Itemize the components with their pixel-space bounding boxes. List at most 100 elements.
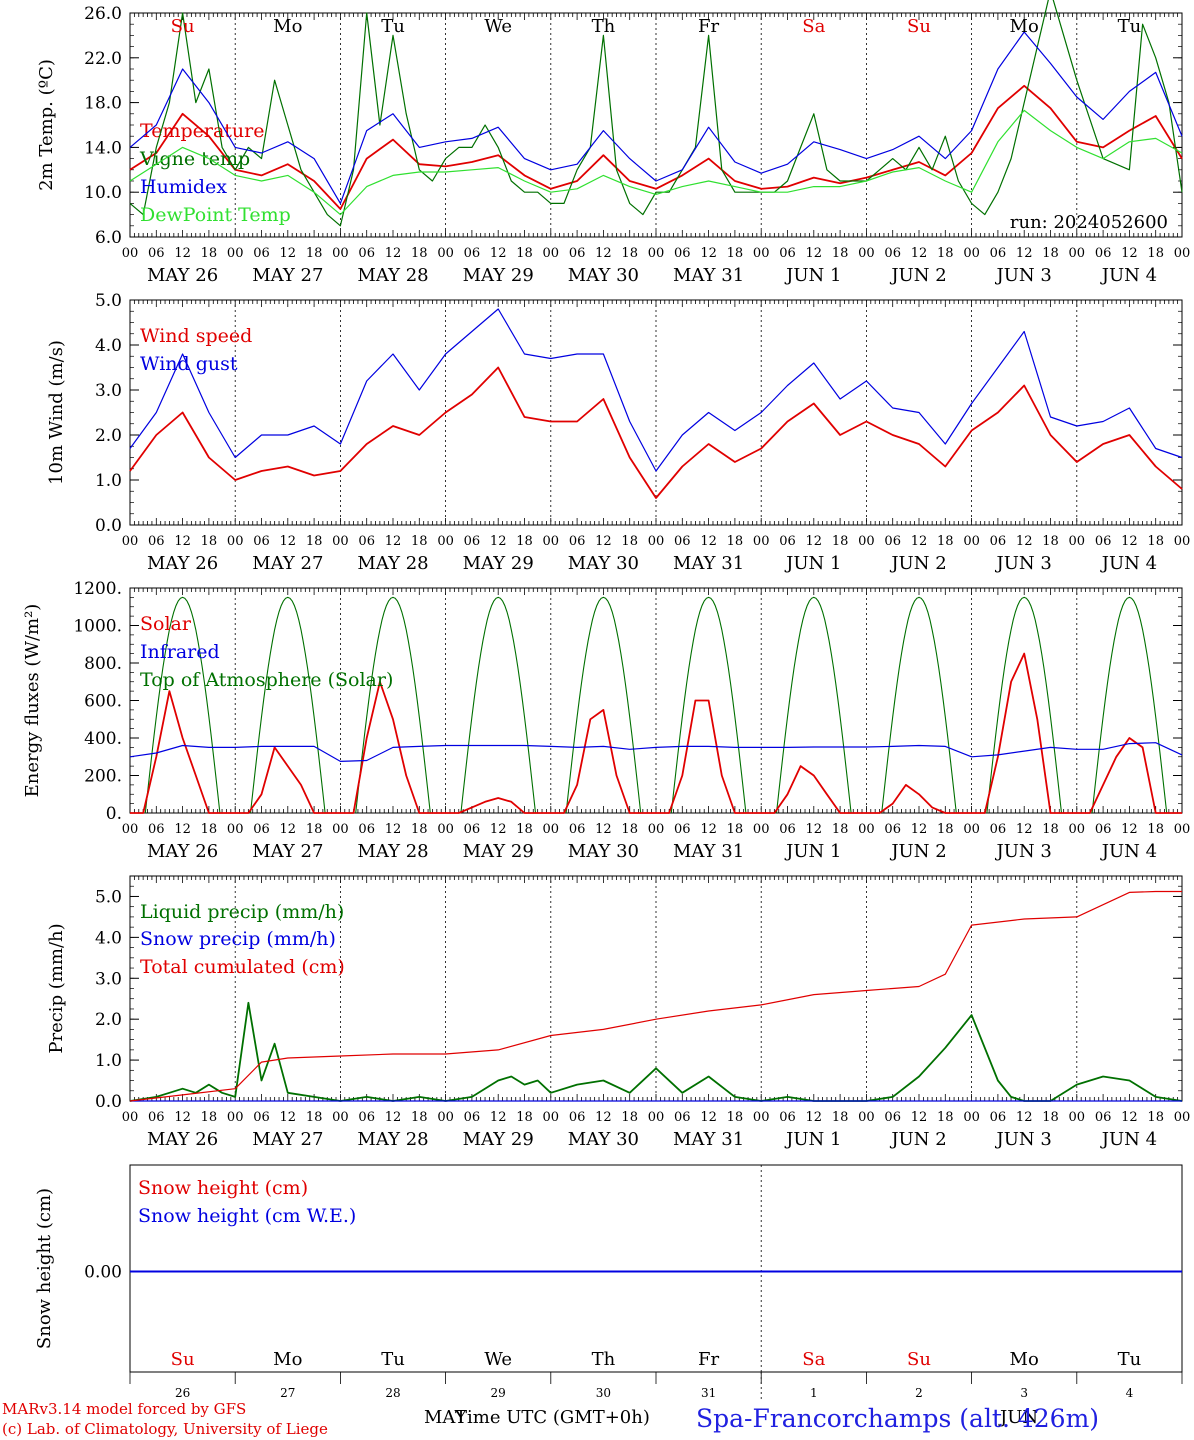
hour-tick-label: 00 <box>753 246 770 261</box>
weekday-label-top: Th <box>592 16 616 37</box>
hour-tick-label: 12 <box>385 1110 402 1125</box>
hour-tick-label: 00 <box>648 246 665 261</box>
toa-solar-arc <box>144 596 221 814</box>
day-of-month-label: 27 <box>280 1386 295 1400</box>
y-tick-label: 26.0 <box>84 4 122 24</box>
day-label: JUN 4 <box>1100 841 1157 862</box>
day-of-month-label: 29 <box>491 1386 506 1400</box>
hour-tick-label: 18 <box>1147 822 1164 837</box>
hour-tick-label: 18 <box>1147 246 1164 261</box>
hour-tick-label: 06 <box>253 534 270 549</box>
day-label: JUN 1 <box>784 265 841 286</box>
hour-tick-label: 12 <box>806 1110 823 1125</box>
hour-tick-label: 18 <box>1042 822 1059 837</box>
weekday-label-bottom: Mo <box>273 1349 302 1370</box>
hour-tick-label: 18 <box>1147 534 1164 549</box>
hour-tick-label: 00 <box>543 246 560 261</box>
hour-tick-label: 06 <box>253 822 270 837</box>
hour-tick-label: 06 <box>358 1110 375 1125</box>
hour-tick-label: 06 <box>569 534 586 549</box>
legend-entry: Liquid precip (mm/h) <box>140 901 344 923</box>
y-axis-label: 2m Temp. (ºC) <box>36 59 57 191</box>
y-tick-label: 22.0 <box>84 49 122 69</box>
hour-tick-label: 06 <box>464 1110 481 1125</box>
weekday-label-bottom: Su <box>171 1349 195 1370</box>
hour-tick-label: 12 <box>280 822 297 837</box>
y-tick-label: 0.0 <box>95 1092 122 1112</box>
credit-line-2: (c) Lab. of Climatology, University of L… <box>2 1420 328 1438</box>
day-label: MAY 26 <box>147 1129 218 1150</box>
hour-tick-label: 00 <box>858 534 875 549</box>
hour-tick-label: 12 <box>700 822 717 837</box>
hour-tick-label: 00 <box>227 822 244 837</box>
y-tick-label: 3.0 <box>95 969 122 989</box>
hour-tick-label: 06 <box>779 534 796 549</box>
series-temperature-2 <box>129 31 1183 204</box>
hour-tick-label: 12 <box>700 246 717 261</box>
day-label: JUN 1 <box>784 1129 841 1150</box>
x-axis-title: Time UTC (GMT+0h) <box>455 1407 650 1428</box>
day-label: JUN 3 <box>995 1129 1052 1150</box>
hour-tick-label: 12 <box>490 1110 507 1125</box>
series-wind-1 <box>129 308 1183 472</box>
hour-tick-label: 00 <box>963 1110 980 1125</box>
hour-tick-label: 18 <box>621 246 638 261</box>
toa-solar-arc <box>249 596 326 814</box>
day-label: MAY 29 <box>463 553 534 574</box>
hour-tick-label: 06 <box>674 534 691 549</box>
hour-tick-label: 06 <box>148 822 165 837</box>
weekday-label-top: We <box>484 16 512 37</box>
hour-tick-label: 18 <box>1042 534 1059 549</box>
day-label: MAY 28 <box>357 265 428 286</box>
weekday-label-top: Fr <box>698 16 719 37</box>
hour-tick-label: 00 <box>122 1110 139 1125</box>
y-tick-label: 800. <box>84 654 122 674</box>
y-tick-label: 3.0 <box>95 381 122 401</box>
hour-tick-label: 18 <box>727 1110 744 1125</box>
hour-tick-label: 00 <box>648 1110 665 1125</box>
day-label: MAY 27 <box>252 265 323 286</box>
hour-tick-label: 06 <box>358 534 375 549</box>
y-tick-label: 1.0 <box>95 1051 122 1071</box>
day-label: MAY 28 <box>357 841 428 862</box>
hour-tick-label: 12 <box>595 246 612 261</box>
hour-tick-label: 12 <box>490 822 507 837</box>
hour-tick-label: 12 <box>806 822 823 837</box>
hour-tick-label: 00 <box>122 246 139 261</box>
hour-tick-label: 00 <box>332 822 349 837</box>
day-label: JUN 1 <box>784 553 841 574</box>
legend-entry: Wind speed <box>140 325 252 347</box>
y-tick-label: 1200. <box>73 579 122 599</box>
hour-tick-label: 12 <box>806 534 823 549</box>
hour-tick-label: 00 <box>1069 822 1086 837</box>
y-tick-label: 2.0 <box>95 1010 122 1030</box>
y-tick-label: 5.0 <box>95 887 122 907</box>
hour-tick-label: 12 <box>490 534 507 549</box>
panel-energy <box>129 587 1183 814</box>
hour-tick-label: 00 <box>543 822 560 837</box>
day-label: MAY 31 <box>673 1129 744 1150</box>
hour-tick-label: 18 <box>832 534 849 549</box>
hour-tick-label: 12 <box>1016 246 1033 261</box>
hour-tick-label: 18 <box>832 1110 849 1125</box>
hour-tick-label: 06 <box>569 822 586 837</box>
hour-tick-label: 06 <box>358 246 375 261</box>
hour-tick-label: 18 <box>621 534 638 549</box>
legend-entry: Vigne temp <box>139 148 250 170</box>
y-tick-label: 1000. <box>73 617 122 637</box>
hour-tick-label: 18 <box>937 822 954 837</box>
day-label: MAY 27 <box>252 553 323 574</box>
day-label: MAY 31 <box>673 841 744 862</box>
weekday-label-top: Su <box>171 16 195 37</box>
hour-tick-label: 12 <box>174 534 191 549</box>
day-label: MAY 30 <box>568 1129 639 1150</box>
weekday-label-bottom: We <box>484 1349 512 1370</box>
hour-tick-label: 12 <box>1016 534 1033 549</box>
hour-tick-label: 18 <box>937 534 954 549</box>
toa-solar-arc <box>1091 596 1168 814</box>
hour-tick-label: 12 <box>1121 1110 1138 1125</box>
hour-tick-label: 18 <box>411 534 428 549</box>
hour-tick-label: 12 <box>911 246 928 261</box>
day-label: JUN 2 <box>889 1129 946 1150</box>
